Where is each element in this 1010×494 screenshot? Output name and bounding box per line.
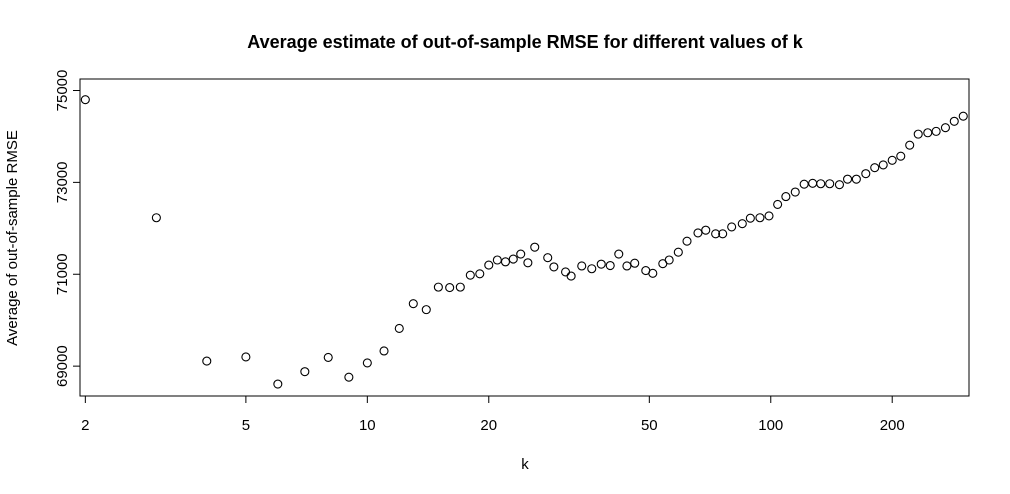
data-point (273, 379, 283, 389)
data-point (80, 95, 90, 105)
data-point (861, 169, 871, 179)
data-point (394, 323, 404, 334)
data-point (543, 253, 553, 263)
data-point (905, 140, 915, 150)
x-tick-label: 10 (359, 417, 376, 434)
data-point (718, 229, 728, 239)
data-point (816, 179, 826, 189)
data-point (799, 179, 809, 189)
y-tick-label: 71000 (54, 253, 71, 295)
data-point (523, 258, 533, 268)
data-point (923, 128, 933, 138)
x-axis: 2 5 10 20 50 100 200 (81, 396, 905, 434)
data-point (764, 211, 774, 221)
data-point (896, 151, 906, 161)
data-point (530, 242, 540, 252)
data-point (940, 123, 950, 133)
x-tick-label: 100 (758, 417, 783, 434)
x-tick-label: 50 (641, 417, 658, 434)
data-point (870, 163, 880, 173)
data-point (433, 282, 443, 292)
data-point (492, 255, 502, 265)
data-point (566, 271, 576, 281)
data-point (344, 372, 354, 382)
data-point (465, 270, 475, 280)
x-tick-label: 2 (81, 417, 89, 434)
data-point (300, 367, 310, 377)
data-point (605, 260, 615, 271)
data-point (808, 178, 818, 188)
data-point (727, 222, 737, 232)
data-point (516, 249, 526, 259)
data-point (202, 356, 212, 366)
data-point (379, 346, 389, 356)
data-point (421, 305, 431, 315)
data-point (701, 225, 711, 235)
x-tick-label: 200 (880, 417, 905, 434)
data-point (648, 268, 658, 278)
data-point (755, 213, 765, 223)
data-point (737, 219, 747, 229)
data-points (80, 95, 968, 389)
data-point (323, 352, 333, 362)
data-point (587, 264, 597, 274)
y-tick-label: 69000 (54, 345, 71, 387)
data-point (622, 261, 632, 271)
data-point (673, 247, 683, 257)
data-point (549, 262, 559, 272)
data-point (843, 174, 853, 184)
x-axis-label: k (521, 456, 529, 473)
data-point (682, 236, 692, 246)
x-tick-label: 20 (480, 417, 497, 434)
data-point (693, 228, 703, 238)
data-point (596, 259, 606, 269)
data-point (241, 352, 251, 362)
data-point (151, 213, 161, 223)
data-point (931, 126, 941, 136)
data-point (475, 269, 485, 279)
data-point (630, 258, 640, 268)
data-point (408, 299, 418, 309)
y-tick-label: 73000 (54, 162, 71, 204)
data-point (711, 229, 721, 239)
data-point (851, 174, 861, 184)
data-point (825, 179, 835, 189)
x-tick-label: 5 (242, 417, 250, 434)
data-point (834, 180, 845, 190)
data-point (455, 282, 465, 292)
plot-frame (79, 78, 970, 397)
data-point (745, 213, 755, 223)
data-point (508, 254, 518, 264)
y-axis: 69000 71000 73000 75000 (54, 70, 80, 387)
data-point (958, 111, 968, 121)
data-point (484, 260, 494, 270)
data-point (614, 249, 624, 259)
y-tick-label: 75000 (54, 70, 71, 112)
y-axis-label: Average of out-of-sample RMSE (4, 130, 21, 346)
data-point (445, 283, 455, 293)
data-point (664, 255, 674, 265)
data-point (362, 358, 372, 368)
data-point (781, 192, 791, 202)
data-point (561, 267, 571, 277)
data-point (878, 160, 888, 170)
data-point (773, 199, 783, 209)
data-point (913, 129, 923, 139)
chart-title: Average estimate of out-of-sample RMSE f… (247, 32, 803, 52)
data-point (790, 187, 800, 197)
data-point (887, 155, 897, 165)
data-point (577, 261, 587, 271)
data-point (500, 257, 511, 267)
data-point (949, 116, 959, 126)
